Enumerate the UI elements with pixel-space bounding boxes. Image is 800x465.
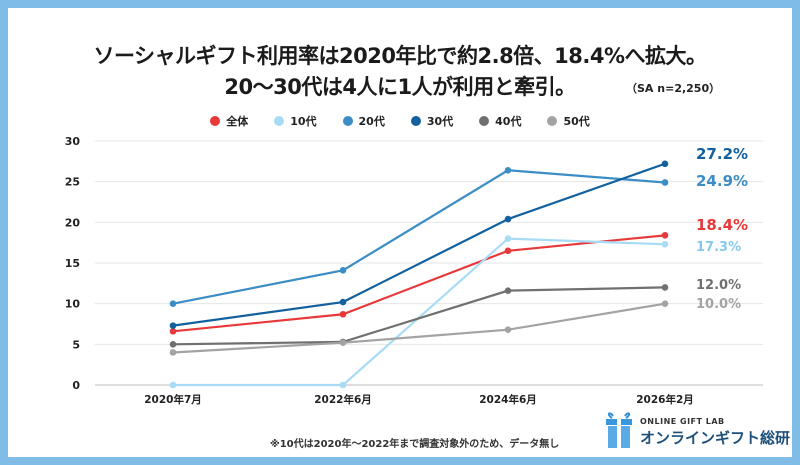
data-point [169, 300, 177, 307]
data-point [169, 341, 177, 348]
series-line [172, 162, 666, 327]
x-tick-label: 2024年6月 [479, 393, 537, 406]
data-point [169, 381, 177, 389]
y-tick-label: 10 [65, 298, 81, 311]
footnote: ※10代は2020年〜2022年まで調査対象外のため、データ無し [270, 439, 560, 450]
data-point [661, 160, 669, 168]
data-point [504, 166, 512, 174]
data-point [339, 339, 347, 347]
x-tick-label: 2026年2月 [636, 393, 694, 406]
legend-marker [410, 116, 421, 126]
legend-label: 40代 [495, 115, 522, 128]
legend-marker [210, 116, 221, 126]
series-line [172, 286, 666, 346]
data-point [661, 300, 669, 307]
series-line [172, 234, 666, 333]
end-value-label: 24.9% [696, 172, 748, 190]
y-tick-label: 25 [65, 176, 80, 189]
line-chart: 0 5 10 15 20 25 30 2020年7月 2022年6月 2024年6月 2026年2月… [65, 135, 763, 406]
data-point [339, 381, 347, 389]
data-point [169, 322, 177, 329]
y-tick-label: 0 [72, 379, 80, 392]
legend-marker [479, 116, 490, 126]
end-value-label: 12.0% [696, 278, 741, 293]
sample-size-note: （SA n=2,250） [626, 82, 721, 95]
legend-item: 20代 [342, 113, 385, 129]
gift-box-icon [606, 412, 632, 448]
legend-item: 50代 [547, 113, 590, 129]
y-tick-label: 5 [72, 338, 80, 351]
data-point [169, 328, 177, 335]
logo-name: オンラインギフト総研 [640, 429, 791, 447]
end-value-label: 27.2% [696, 145, 748, 163]
legend-item: 10代 [274, 113, 317, 129]
x-tick-label: 2022年6月 [314, 393, 372, 406]
y-tick-label: 30 [65, 135, 81, 148]
data-point [504, 235, 512, 242]
legend-label: 20代 [358, 115, 385, 128]
legend-marker [274, 116, 285, 126]
data-point [339, 310, 347, 318]
data-point [661, 179, 669, 186]
data-point [504, 247, 512, 255]
end-value-label: 17.3% [696, 240, 741, 255]
x-tick-label: 2020年7月 [144, 393, 202, 406]
legend-item: 40代 [479, 113, 521, 129]
data-point [339, 298, 347, 306]
chart-title-line2: 20〜30代は4人に1人が利用と牽引。 [224, 75, 576, 99]
legend-label: 全体 [226, 115, 249, 128]
legend-label: 50代 [563, 115, 590, 128]
legend-label: 10代 [290, 115, 317, 128]
legend-item: 30代 [410, 113, 454, 129]
y-tick-label: 20 [65, 216, 81, 229]
data-point [504, 326, 512, 333]
legend-label: 30代 [426, 115, 454, 128]
legend-marker [547, 116, 558, 126]
data-point [169, 349, 177, 356]
data-point [661, 284, 669, 291]
legend-marker [342, 116, 353, 126]
legend: 全体 10代 20代 30代 40代 50代 [8, 113, 792, 129]
chart-title-line1: ソーシャルギフト利用率は2020年比で約2.8倍、18.4%へ拡大。 [93, 44, 707, 68]
data-point [504, 287, 512, 294]
chart-card: ソーシャルギフト利用率は2020年比で約2.8倍、18.4%へ拡大。 20〜30… [8, 8, 792, 457]
end-value-label: 18.4% [696, 216, 748, 234]
legend-item: 全体 [210, 113, 248, 129]
end-value-label: 10.0% [696, 297, 741, 312]
series-line [173, 237, 666, 387]
data-point [504, 215, 512, 223]
logo-subtitle: ONLINE GIFT LAB [640, 417, 725, 426]
data-point [339, 267, 347, 274]
y-tick-label: 15 [65, 257, 80, 270]
data-point [661, 232, 669, 239]
series-line [172, 302, 666, 354]
series-line [172, 169, 666, 305]
data-point [661, 240, 669, 248]
